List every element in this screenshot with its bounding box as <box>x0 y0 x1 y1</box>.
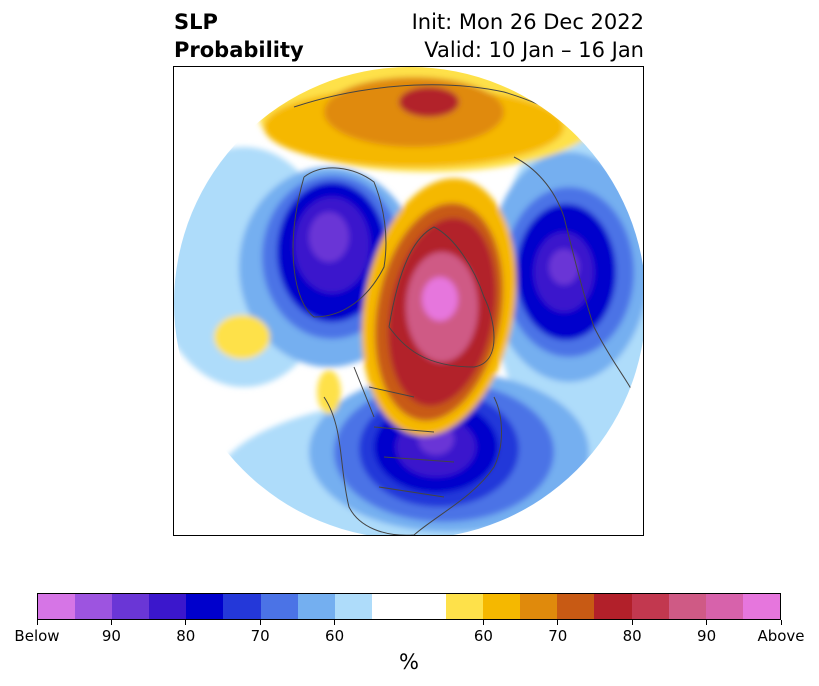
colorbar-swatch <box>38 594 76 619</box>
colorbar-swatch <box>223 594 261 619</box>
coastlines <box>292 84 640 535</box>
title-line-1: SLP <box>174 10 218 34</box>
border-lines <box>353 366 455 498</box>
anomaly-field <box>174 67 643 535</box>
colorbar-tick-label: 60 <box>325 627 345 645</box>
colorbar-swatch <box>483 594 521 619</box>
pacific-above-60b <box>317 370 341 414</box>
colorbar-swatch <box>557 594 595 619</box>
colorbar-tick <box>110 620 112 625</box>
colorbar-swatch <box>446 594 484 619</box>
alaska-below-90 <box>309 212 349 262</box>
colorbar-tick <box>259 620 261 625</box>
colorbar-swatch <box>334 594 372 619</box>
colorbar-swatch <box>594 594 632 619</box>
polar-map-svg <box>174 67 643 535</box>
colorbar-tick-label: 70 <box>250 627 270 645</box>
europe-below-90 <box>549 249 579 285</box>
colorbar-swatch <box>705 594 743 619</box>
colorbar-swatch <box>631 594 669 619</box>
north-america-coast <box>323 396 502 535</box>
colorbar-tick <box>36 620 38 625</box>
colorbar-swatch <box>112 594 150 619</box>
colorbar-tick <box>780 620 782 625</box>
valid-range: Valid: 10 Jan – 16 Jan <box>424 38 644 62</box>
colorbar-tick-label: 70 <box>548 627 568 645</box>
colorbar-swatch <box>408 594 447 619</box>
colorbar-tick <box>185 620 187 625</box>
alaska-coast <box>292 167 387 318</box>
colorbar-tick <box>631 620 633 625</box>
colorbar-tick-label: Below <box>14 627 60 645</box>
colorbar-tick <box>706 620 708 625</box>
colorbar-swatch <box>297 594 335 619</box>
colorbar-swatch <box>371 594 409 619</box>
colorbar-swatch <box>75 594 113 619</box>
colorbar-tick-label: 90 <box>697 627 717 645</box>
greenland-coast <box>388 226 495 368</box>
colorbar-swatch <box>260 594 298 619</box>
colorbar-swatch <box>149 594 187 619</box>
colorbar-tick-label: 80 <box>176 627 196 645</box>
title-line-2: Probability <box>174 38 304 62</box>
colorbar-tick-label: 60 <box>473 627 493 645</box>
colorbar-unit: % <box>399 650 419 674</box>
colorbar-tick-label: Above <box>757 627 805 645</box>
init-date: Init: Mon 26 Dec 2022 <box>411 10 644 34</box>
pacific-above-60 <box>214 315 270 359</box>
colorbar-swatch <box>668 594 706 619</box>
colorbar-tick-label: 90 <box>101 627 121 645</box>
colorbar <box>37 593 781 620</box>
colorbar-tick <box>482 620 484 625</box>
chart-title: SLP Probability <box>174 8 304 64</box>
forecast-dates: Init: Mon 26 Dec 2022 Valid: 10 Jan – 16… <box>412 8 644 64</box>
colorbar-swatch <box>186 594 224 619</box>
polar-map <box>173 66 644 536</box>
colorbar-swatch <box>742 594 780 619</box>
colorbar-tick <box>334 620 336 625</box>
siberia-above-80 <box>399 87 459 117</box>
colorbar-swatch <box>520 594 558 619</box>
europe-coast <box>513 156 640 408</box>
colorbar-tick-label: 80 <box>622 627 642 645</box>
colorbar-tick <box>557 620 559 625</box>
arctic-above-max <box>422 277 458 321</box>
